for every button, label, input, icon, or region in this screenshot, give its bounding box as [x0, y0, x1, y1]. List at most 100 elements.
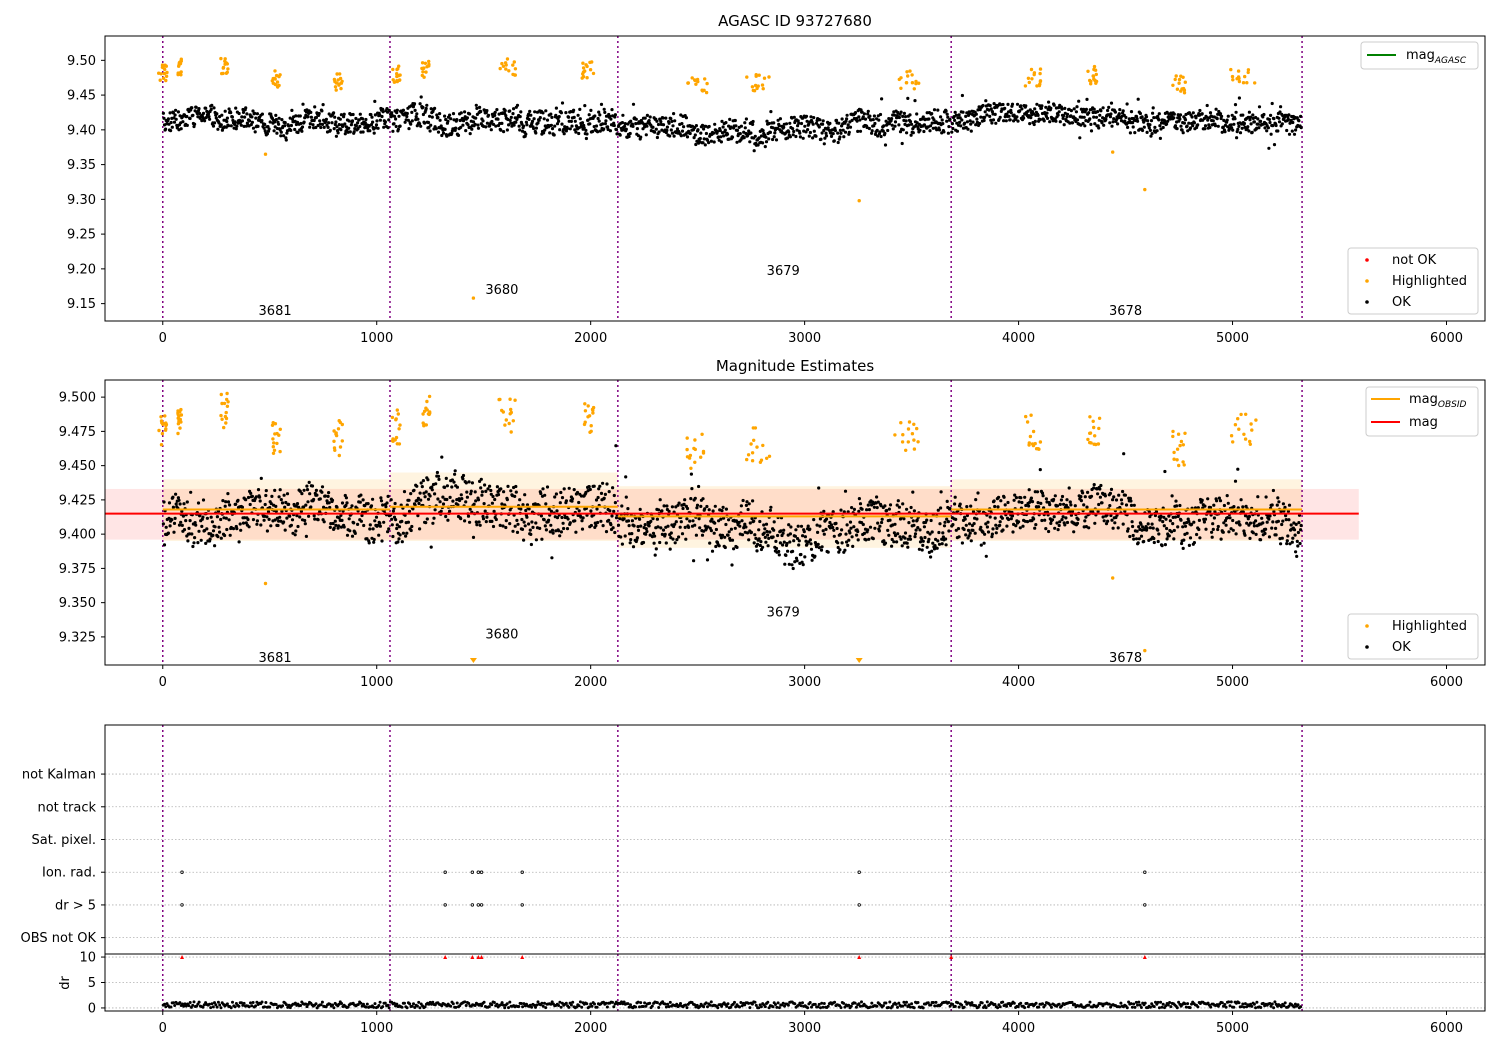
ok-point [1192, 520, 1196, 524]
ok-point [845, 523, 849, 527]
ok-point [610, 514, 614, 518]
ok-point [1128, 534, 1132, 539]
panel-magnitude-estimates: Magnitude Estimates 9.325 9.350 9.375 9.… [59, 357, 1486, 690]
ok-point [747, 129, 751, 133]
highlighted-point [914, 81, 918, 86]
ok-point [1038, 118, 1042, 122]
ok-point [908, 534, 912, 538]
ok-point [1015, 102, 1020, 106]
ok-point [792, 539, 796, 543]
ok-point [772, 520, 776, 524]
highlighted-point [164, 74, 169, 79]
ok-point [255, 522, 259, 526]
ok-point [415, 112, 419, 116]
ok-point [647, 119, 651, 123]
dr-point [365, 1002, 369, 1006]
ok-point [1057, 523, 1061, 528]
ok-point [911, 131, 915, 135]
ok-point [624, 475, 628, 479]
ok-point [838, 532, 843, 536]
ok-point [902, 111, 907, 115]
ok-point [559, 490, 563, 495]
ok-point [845, 113, 849, 117]
ok-point [1156, 528, 1160, 532]
ok-point [941, 531, 945, 535]
ok-point [1231, 518, 1235, 523]
ok-point [829, 523, 834, 527]
ok-point [794, 556, 799, 560]
dr-point [503, 1006, 507, 1010]
ok-point [283, 505, 287, 509]
ok-point [359, 493, 363, 497]
ok-point [994, 531, 998, 535]
ok-point [806, 524, 810, 528]
obsid-label: 3680 [485, 628, 518, 643]
ok-point [1108, 121, 1112, 125]
ok-point [231, 527, 236, 531]
ok-point [1210, 535, 1214, 539]
ok-point [344, 125, 348, 129]
highlighted-point [705, 81, 709, 86]
ok-point [534, 538, 539, 542]
ok-point [410, 119, 414, 123]
ok-point [1058, 520, 1062, 524]
flag-point [520, 903, 524, 907]
highlighted-outlier-point [471, 296, 476, 300]
ok-point [557, 529, 561, 533]
ok-point [603, 492, 608, 496]
highlighted-point [916, 440, 920, 444]
ok-point [1237, 96, 1241, 100]
ok-point [203, 528, 207, 533]
ok-point [250, 494, 254, 498]
highlighted-point [272, 76, 277, 81]
ok-point [832, 139, 836, 143]
ok-point [1216, 527, 1220, 532]
ok-point [501, 524, 505, 528]
ok-point [309, 505, 313, 509]
highlighted-point [745, 75, 749, 79]
ok-point [562, 526, 566, 531]
legend-label-ok: OK [1392, 295, 1411, 310]
ok-point [1083, 519, 1087, 523]
ok-point [947, 529, 951, 533]
ok-point [718, 129, 722, 133]
ok-point [1233, 103, 1238, 107]
dr-point [268, 1005, 272, 1009]
ok-point [204, 541, 208, 546]
dr-point [492, 1001, 496, 1004]
ok-point [1260, 516, 1264, 520]
ok-point [655, 119, 659, 123]
ok-point [1134, 114, 1139, 119]
ok-point [623, 124, 627, 128]
ok-point [750, 516, 754, 521]
ok-point [180, 509, 184, 513]
highlighted-point [424, 70, 428, 74]
highlighted-point [271, 437, 275, 441]
ok-point [729, 125, 733, 129]
ok-point [385, 501, 389, 505]
ok-point [1281, 502, 1285, 506]
ok-point [1125, 102, 1129, 106]
ok-point [788, 135, 793, 139]
ok-point [971, 510, 976, 514]
ok-point [1000, 516, 1005, 520]
flag-point [443, 903, 447, 907]
highlighted-point [396, 412, 400, 416]
ok-point [1263, 531, 1267, 536]
y-tick-label: 9.35 [67, 158, 96, 173]
ok-point [997, 495, 1001, 499]
ok-point [265, 132, 269, 136]
ok-point [174, 502, 178, 506]
highlighted-point [220, 71, 224, 76]
ok-point [379, 499, 384, 503]
ok-point [539, 491, 543, 496]
ok-point [1224, 523, 1228, 527]
ok-point [490, 119, 494, 124]
ok-point [596, 130, 600, 134]
highlighted-point [511, 63, 515, 67]
ok-point [1293, 533, 1297, 537]
flag-point [857, 870, 861, 874]
ok-point [918, 528, 922, 532]
ok-point [542, 518, 546, 522]
ok-point [1149, 119, 1154, 123]
